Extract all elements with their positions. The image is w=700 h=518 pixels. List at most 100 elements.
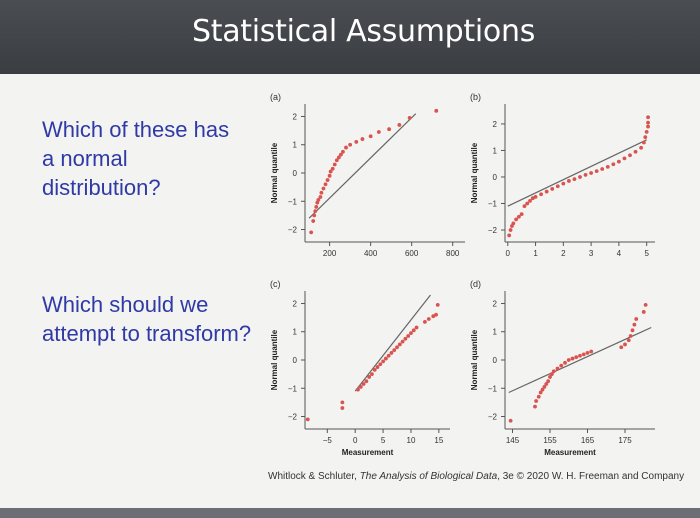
panel-a-xtick-label: 800 [446, 249, 460, 258]
panel-c-data-point [386, 353, 391, 358]
panel-a-data-point [338, 152, 343, 157]
panel-b-data-point [522, 204, 527, 209]
panel-b-label: (b) [470, 92, 481, 102]
panel-b-ylabel: Normal quantile [470, 142, 479, 203]
panel-b-ytick-label: 2 [493, 120, 498, 129]
panel-d-data-point [566, 358, 571, 362]
panel-a-data-point [313, 209, 318, 214]
panel-b-data-point [514, 217, 519, 222]
panel-b-data-point [525, 201, 530, 206]
panel-d-ytick-label: 2 [493, 299, 498, 308]
panel-a-data-point [397, 123, 402, 127]
panel-b-data-point [583, 172, 588, 177]
bottom-edge [0, 508, 700, 518]
panel-b-data-point [561, 181, 566, 186]
panel-c-data-point [397, 342, 402, 347]
panel-b-data-point [646, 124, 650, 129]
panel-b-data-point [605, 164, 610, 169]
panel-a-data-point [332, 162, 337, 167]
panel-a-data-point [341, 149, 345, 154]
panel-b-data-point [646, 115, 650, 120]
panel-a-ytick-label: −1 [288, 197, 298, 206]
panel-c-data-point [389, 351, 394, 355]
panel-b-data-point [539, 192, 544, 197]
panel-c-data-point [409, 331, 413, 336]
panel-a-data-point [325, 178, 330, 182]
panel-a-data-point [387, 127, 392, 132]
panel-d-ylabel: Normal quantile [470, 329, 479, 390]
panel-c-data-point [378, 362, 383, 367]
panel-b-ytick-label: −1 [488, 200, 498, 209]
panel-c-data-point [356, 387, 360, 392]
panel-d-xtick-label: 155 [543, 436, 557, 445]
panel-d-data-point [540, 387, 545, 392]
panel-d-data-point [641, 310, 646, 314]
panel-b-xtick-label: 1 [533, 249, 538, 258]
panel-a-data-point [368, 134, 373, 139]
panel-d-ytick-label: −1 [488, 384, 498, 393]
panel-b-data-point [533, 194, 538, 199]
panel-a-data-point [321, 186, 326, 191]
panel-d-data-point [563, 360, 567, 365]
panel-c-xtick-label: −5 [323, 436, 333, 445]
panel-b-data-point [508, 228, 513, 232]
panel-a-data-point [314, 205, 319, 209]
panel-b-ytick-label: 0 [493, 173, 498, 182]
panel-c-data-point [358, 384, 363, 389]
figure-caption: Whitlock & Schluter, The Analysis of Bio… [268, 470, 688, 483]
panel-a-data-point [318, 195, 323, 199]
panel-d-data-point [551, 369, 556, 374]
panel-c-data-point [372, 367, 377, 372]
panel-c-data-point [370, 372, 374, 377]
panel-b-data-point [544, 189, 549, 194]
panel-b-data-point [511, 221, 516, 226]
panel-d-data-point [585, 351, 590, 355]
panel-a-label: (a) [270, 92, 281, 102]
panel-d-data-point [538, 390, 543, 395]
question-transform: Which should we attempt to transform? [42, 292, 252, 346]
panel-c-data-point [403, 336, 408, 341]
panel-c-data-point [361, 382, 366, 386]
panel-c-data-point [400, 339, 405, 344]
panel-b-data-point [641, 140, 646, 145]
panel-b-data-point [633, 149, 638, 154]
panel-b-data-point [572, 177, 577, 182]
panel-c-ylabel: Normal quantile [270, 329, 279, 390]
panel-d-xtick-label: 175 [618, 436, 632, 445]
panel-b-data-point [600, 167, 605, 171]
panel-d-data-point [626, 338, 631, 343]
panel-d-data-point [544, 382, 549, 386]
panel-c-xtick-label: 5 [381, 436, 386, 445]
panel-b-data-point [528, 198, 532, 203]
panel-c-xtick-label: 10 [407, 436, 416, 445]
panel-d-data-point [546, 379, 551, 384]
panel-d-data-point [632, 322, 637, 327]
panel-d-data-point [578, 353, 582, 358]
panel-c-data-point [383, 356, 388, 361]
panel-c-data-point [395, 345, 399, 350]
panel-d-data-point [548, 375, 552, 379]
panel-a-ytick-label: 2 [293, 112, 298, 121]
panel-c-data-point [406, 334, 411, 338]
panel-a-data-point [354, 140, 359, 144]
panel-a-data-point [344, 145, 348, 150]
panel-b-data-point [555, 184, 560, 189]
panel-b-ytick-label: −2 [488, 226, 498, 235]
panel-b-xtick-label: 3 [589, 249, 594, 258]
panel-c-data-point [367, 375, 372, 379]
panel-d-data-point [581, 352, 586, 357]
slide-title-bar: Statistical Assumptions [0, 0, 700, 74]
panel-b-data-point [566, 179, 571, 183]
panel-a-data-point [323, 182, 328, 187]
panel-d-data-point [634, 317, 639, 321]
panel-b-data-point [589, 171, 594, 175]
panel-d-xtick-label: 145 [506, 436, 520, 445]
panel-a-data-point [434, 108, 439, 113]
panel-d-data-point [534, 399, 539, 403]
panel-c-ytick-label: 1 [293, 328, 298, 337]
caption-publisher: , 3e © 2020 W. H. Freeman and Company [497, 471, 685, 482]
panel-a-ytick-label: −2 [288, 226, 298, 235]
slide-title: Statistical Assumptions [192, 14, 536, 49]
panel-b-xtick-label: 5 [644, 249, 649, 258]
